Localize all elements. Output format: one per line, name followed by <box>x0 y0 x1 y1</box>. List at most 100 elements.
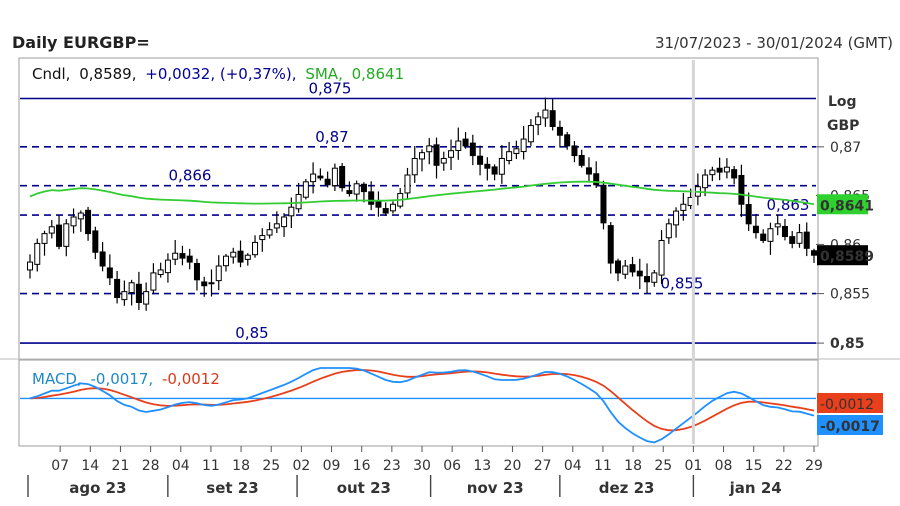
candle-body <box>716 167 723 173</box>
date-tick-label: 08 <box>715 458 733 474</box>
sma-line <box>29 180 815 206</box>
date-tick-label: 02 <box>292 458 310 474</box>
candle-body <box>513 148 520 154</box>
candle-body <box>244 254 251 260</box>
candle-body <box>593 173 600 186</box>
date-axis: 07 14 21 28 04 11 18 25 02 09 16 23 30 06 13 20 27 04 11 18… <box>27 60 823 497</box>
date-tick-label: 06 <box>443 458 461 474</box>
date-tick-label: 04 <box>564 458 582 474</box>
candle-body <box>128 282 135 294</box>
candle-body <box>99 251 106 267</box>
candle-body <box>382 208 389 214</box>
date-tick-label: 11 <box>594 458 612 474</box>
candle-body <box>186 255 193 263</box>
candle-body <box>491 166 498 175</box>
candle-body <box>150 272 157 291</box>
date-tick-label: 18 <box>232 458 250 474</box>
candle-body <box>767 228 774 242</box>
candle-body <box>535 116 542 126</box>
candle-body <box>85 209 92 235</box>
candle-body <box>114 278 121 299</box>
level-label: 0,855 <box>661 275 704 293</box>
candle-body <box>389 203 396 212</box>
candle-body <box>615 260 621 274</box>
candle-body <box>223 255 229 267</box>
date-tick-label: 22 <box>775 458 793 474</box>
candle-body <box>549 110 556 128</box>
candle-body <box>353 183 360 195</box>
candle-body <box>644 276 651 283</box>
date-tick-label: 11 <box>202 458 220 474</box>
candle-body <box>731 169 738 179</box>
candle-body <box>702 174 709 189</box>
candle-body <box>215 265 222 282</box>
month-label: dez 23 <box>599 479 655 497</box>
signal-value: -0,0012 <box>162 370 220 388</box>
date-tick-label: 15 <box>745 458 763 474</box>
candle-body <box>193 262 200 281</box>
scale-label-log: Log <box>828 94 857 110</box>
macd-legend: MACD, -0,0017, -0,0012 <box>32 370 220 388</box>
candle-body <box>448 150 455 158</box>
candle-body <box>411 157 418 176</box>
candle-body <box>273 223 280 229</box>
candle-body <box>339 166 346 189</box>
macd-line <box>29 367 815 444</box>
candle-body <box>143 291 150 305</box>
price-legend: Cndl, 0,8589, +0,0032, (+0,37%), SMA, 0,… <box>32 65 404 83</box>
candle-body <box>419 152 425 160</box>
level-label: 0,866 <box>169 167 212 185</box>
candle-body <box>477 155 484 165</box>
price-tick-label: 0,85 <box>830 336 865 352</box>
date-tick-label: 29 <box>805 458 823 474</box>
candle-body <box>106 267 113 279</box>
candle-body <box>760 233 767 241</box>
candle-body <box>680 203 687 211</box>
candle-body <box>636 270 643 277</box>
candle-body <box>440 157 447 164</box>
date-tick-label: 25 <box>262 458 280 474</box>
candle-body <box>665 223 672 239</box>
candle-body <box>469 142 476 157</box>
candle-body <box>41 233 48 244</box>
candle-body <box>803 231 810 249</box>
last-price-tag <box>817 245 868 266</box>
candle-body <box>208 282 215 285</box>
legend-change: +0,0032, (+0,37%), <box>145 65 296 83</box>
candle-body <box>789 236 796 244</box>
price-tick-label: 0,87 <box>830 140 861 156</box>
candle-body <box>622 265 629 275</box>
candle-body <box>600 184 607 224</box>
candle-body <box>723 166 730 173</box>
candle-body <box>709 169 716 176</box>
candle-body <box>157 269 164 276</box>
date-tick-label: 21 <box>112 458 130 474</box>
candle-body <box>542 109 549 119</box>
date-tick-label: 25 <box>654 458 672 474</box>
candle-body <box>92 230 99 253</box>
candle-body <box>77 212 84 220</box>
candle-body <box>317 175 324 179</box>
price-tick-label: 0,855 <box>830 287 870 303</box>
candle-body <box>179 253 186 259</box>
candle-body <box>135 283 142 303</box>
candle-body <box>368 191 375 205</box>
level-label: 0,875 <box>309 79 352 97</box>
candle-body <box>455 140 462 151</box>
candle-body <box>571 145 578 157</box>
macd-value: -0,0017, <box>91 370 154 388</box>
candle-body <box>266 229 273 236</box>
price-panel-frame <box>18 57 819 361</box>
candle-body <box>375 201 382 208</box>
candle-body <box>556 126 563 136</box>
candle-body <box>48 226 55 234</box>
candle-body <box>745 204 752 225</box>
candle-body <box>484 163 491 169</box>
candle-body <box>237 250 244 263</box>
date-tick-label: 04 <box>172 458 190 474</box>
signal-line <box>29 369 815 432</box>
month-label: nov 23 <box>467 479 524 497</box>
candle-body <box>520 138 527 153</box>
candle-body <box>295 194 302 210</box>
